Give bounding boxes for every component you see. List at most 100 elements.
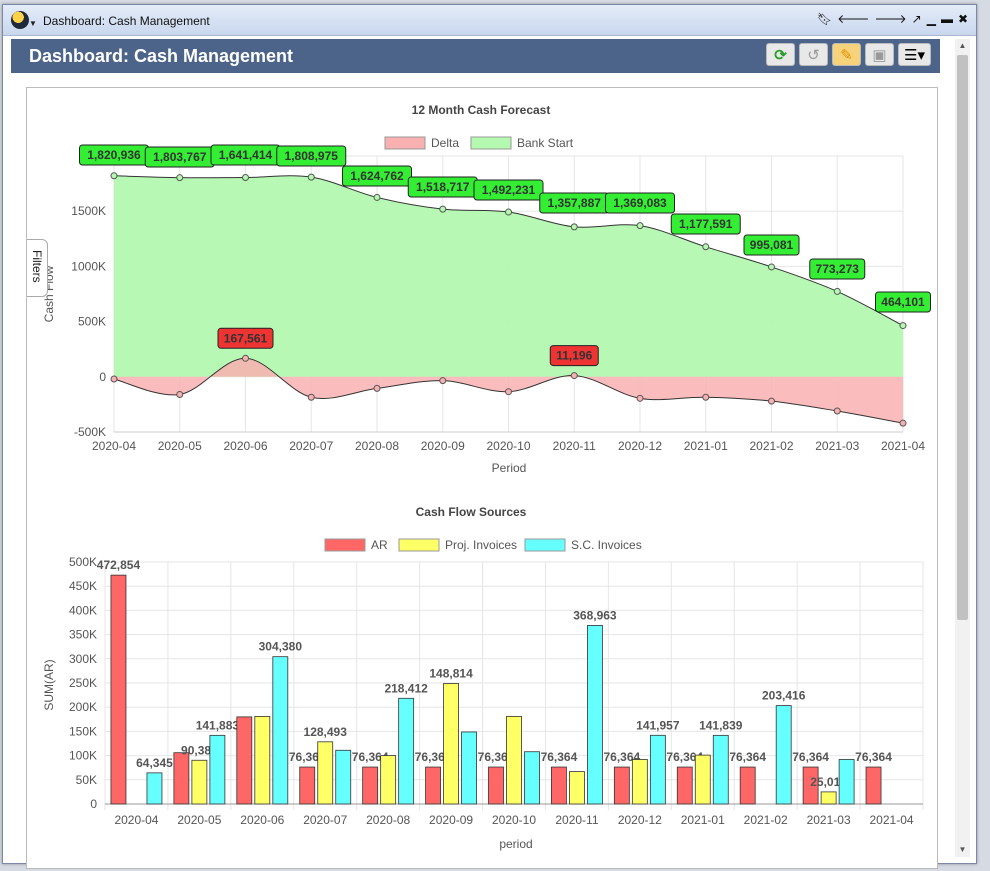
x-axis-label: period (499, 837, 532, 851)
bar-ar (676, 766, 693, 805)
bank-start-data-label: 1,624,762 (350, 169, 404, 183)
x-tick-label: 2020-09 (429, 813, 473, 827)
filters-tab[interactable]: Filters (27, 239, 48, 297)
window-controls: 🔖︎ 🡐 🡒 ↗ ▁ ▬ ✖ (817, 12, 968, 26)
y-tick-label: 250K (69, 676, 97, 690)
bank-start-data-label: 1,641,414 (219, 148, 273, 162)
bar-data-label: 76,364 (352, 750, 389, 764)
menu-button[interactable]: ☰▾ (898, 43, 931, 66)
delta-point (176, 390, 184, 398)
delta-data-label-box (549, 345, 599, 367)
bar-proj-invoices (254, 715, 271, 805)
legend-label: Proj. Invoices (445, 538, 517, 552)
close-icon[interactable]: ✖ (957, 12, 968, 26)
bank-start-data-label: 1,357,887 (548, 196, 602, 210)
arrow-right-icon[interactable]: 🡒 (874, 12, 907, 26)
bank-start-data-label: 1,803,767 (153, 150, 207, 164)
scroll-up-icon[interactable]: ▲ (958, 41, 967, 50)
x-tick-label: 2020-10 (492, 813, 536, 827)
x-tick-label: 2021-04 (881, 439, 925, 453)
bar-data-label: 76,364 (666, 750, 703, 764)
cash-flow-sources-chart: Cash Flow Sources AR Proj. Invoices S.C. In… (42, 505, 924, 851)
page-title: Dashboard: Cash Management (29, 46, 294, 66)
external-link-icon[interactable]: ↗ (911, 12, 922, 26)
bookmark-icon[interactable]: 🔖︎ (817, 12, 833, 26)
app-logo-icon[interactable] (11, 11, 29, 29)
bank-start-point (505, 208, 512, 216)
bar-proj-invoices (191, 759, 208, 805)
edit-button[interactable]: ✎ (832, 43, 861, 66)
bar-s-c-invoices (398, 697, 415, 805)
bank-start-point (636, 222, 644, 230)
bar-s-c-invoices (146, 772, 163, 805)
bank-start-data-label: 1,518,717 (416, 180, 470, 194)
legend-swatch (398, 538, 440, 552)
bank-start-data-label: 1,369,083 (613, 196, 667, 210)
maximize-icon[interactable]: ▬ (940, 12, 953, 26)
bank-start-data-label: 773,273 (816, 262, 860, 276)
refresh-icon: ⟳ (774, 46, 787, 64)
x-tick-label: 2020-04 (92, 439, 136, 453)
arrow-left-icon[interactable]: 🡐 (837, 12, 870, 26)
bank-start-data-label-box (473, 179, 544, 201)
bar-s-c-invoices (587, 625, 603, 805)
bar-data-label: 472,854 (97, 558, 141, 572)
bar-proj-invoices (820, 791, 837, 805)
bar-data-label: 141,883 (196, 718, 240, 732)
delta-data-label-box (217, 327, 274, 349)
delta-point (110, 375, 118, 383)
y-tick-label: 500K (69, 555, 97, 569)
bank-start-data-label-box (605, 192, 675, 214)
bar-ar (425, 766, 441, 805)
bank-start-point (768, 263, 775, 271)
bar-ar (236, 716, 253, 805)
window-titlebar[interactable]: ▼ Dashboard: Cash Management 🔖︎ 🡐 🡒 ↗ ▁ … (3, 5, 976, 36)
dashboard-window: ▼ Dashboard: Cash Management 🔖︎ 🡐 🡒 ↗ ▁ … (2, 4, 977, 869)
chart-title: Cash Flow Sources (416, 505, 527, 519)
bank-start-point (833, 287, 841, 295)
bank-start-data-label-box (743, 234, 800, 256)
x-tick-label: 2020-09 (421, 439, 465, 453)
bank-start-data-label: 995,081 (750, 238, 794, 252)
delta-point (570, 372, 578, 380)
vertical-scrollbar[interactable]: ▲ ▼ (955, 39, 970, 857)
bank-start-data-label: 1,177,591 (679, 217, 733, 231)
chevron-down-icon[interactable]: ▼ (29, 19, 37, 28)
x-axis-label: Period (492, 461, 527, 475)
dashboard-header: Dashboard: Cash Management ⟳ ↺ ✎ ▣ ☰▾ (11, 39, 940, 73)
bar-data-label: 76,364 (541, 750, 578, 764)
legend-swatch (470, 136, 512, 150)
edit-icon: ✎ (840, 46, 853, 64)
bar-proj-invoices (506, 715, 522, 805)
bar-ar (551, 766, 567, 805)
bank-start-point (307, 173, 315, 181)
y-tick-label: 100K (69, 749, 97, 763)
scroll-down-icon[interactable]: ▼ (958, 845, 967, 854)
bank-start-data-label-box (670, 213, 741, 235)
bar-ar (362, 766, 379, 805)
delta-point (636, 394, 644, 402)
x-tick-label: 2020-07 (303, 813, 347, 827)
scrollbar-thumb[interactable] (957, 55, 968, 620)
y-tick-label: 350K (69, 628, 97, 642)
bank-start-point (110, 172, 118, 180)
cash-forecast-chart: 12 Month Cash Forecast Delta Bank Start -50… (42, 103, 931, 475)
x-tick-label: 2020-08 (355, 439, 399, 453)
x-tick-label: 2020-12 (618, 439, 662, 453)
undo-button[interactable]: ↺ (799, 43, 828, 66)
refresh-button[interactable]: ⟳ (766, 43, 795, 66)
legend-swatch (384, 136, 426, 150)
minimize-icon[interactable]: ▁ (926, 12, 936, 26)
bank-start-point (899, 322, 907, 330)
bar-s-c-invoices (335, 749, 352, 805)
bank-start-data-label: 1,808,975 (285, 149, 339, 163)
toolbar: ⟳ ↺ ✎ ▣ ☰▾ (766, 43, 931, 66)
bar-ar (299, 766, 316, 805)
bank-start-data-label: 1,820,936 (87, 148, 141, 162)
bar-ar (173, 752, 190, 805)
y-tick-label: -500K (74, 425, 106, 439)
bar-ar (613, 766, 630, 805)
bar-proj-invoices (631, 759, 648, 805)
bar-s-c-invoices (524, 751, 540, 805)
save-button[interactable]: ▣ (865, 43, 894, 66)
